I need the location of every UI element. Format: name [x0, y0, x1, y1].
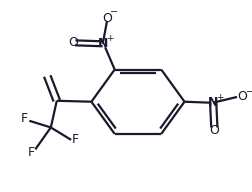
Text: O: O — [68, 36, 78, 49]
Text: O: O — [236, 90, 246, 103]
Text: O: O — [102, 12, 112, 25]
Text: F: F — [27, 146, 35, 159]
Text: −: − — [109, 7, 117, 17]
Text: F: F — [72, 133, 79, 146]
Text: O: O — [209, 124, 218, 137]
Text: −: − — [245, 87, 252, 97]
Text: +: + — [215, 93, 223, 102]
Text: +: + — [105, 34, 113, 43]
Text: F: F — [20, 112, 27, 125]
Text: N: N — [97, 37, 108, 50]
Text: N: N — [207, 96, 217, 109]
